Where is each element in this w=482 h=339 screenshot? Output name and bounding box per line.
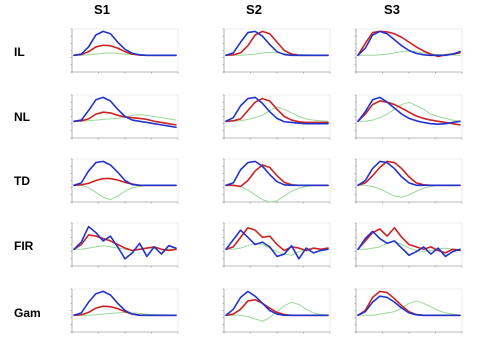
series-line-blue: [225, 160, 329, 187]
series-line-blue: [357, 96, 461, 125]
series-line-blue: [357, 160, 461, 187]
column-header-s3: S3: [384, 2, 400, 17]
panel-fir-s3: [354, 222, 463, 268]
series-line-green: [357, 184, 461, 198]
series-line-green: [357, 101, 461, 122]
row-header-td: TD: [14, 174, 30, 188]
series-line-red: [357, 226, 461, 254]
series-line-blue: [225, 229, 329, 260]
panel-il-s2: [222, 28, 331, 74]
series-line-green: [225, 106, 329, 122]
panels: [70, 28, 463, 334]
row-header-nl: NL: [14, 110, 30, 124]
series-line-blue: [73, 160, 177, 187]
panel-nl-s2: [222, 94, 331, 140]
series-line-blue: [73, 290, 177, 317]
panel-nl-s1: [70, 94, 179, 140]
panel-frame: [355, 158, 463, 203]
series-line-red: [357, 160, 461, 187]
column-header-s1: S1: [94, 2, 110, 17]
panel-il-s1: [70, 28, 179, 74]
row-headers: IL NL TD FIR Gam: [14, 45, 41, 320]
panel-fir-s2: [222, 222, 331, 268]
row-header-gam: Gam: [14, 306, 41, 320]
series-line-blue: [225, 96, 329, 125]
series-line-red: [225, 97, 329, 124]
series-line-red: [225, 226, 329, 252]
panel-td-s3: [354, 158, 463, 204]
panel-gam-s3: [354, 288, 463, 334]
series-line-red: [73, 111, 177, 126]
column-header-s2: S2: [246, 2, 262, 17]
series-line-blue: [73, 96, 177, 129]
series-line-red: [357, 100, 461, 126]
panel-td-s1: [70, 158, 179, 204]
series-line-blue: [225, 290, 329, 317]
series-line-blue: [225, 30, 329, 57]
series-line-green: [225, 184, 329, 203]
panel-fir-s1: [70, 222, 179, 268]
panel-frame: [223, 158, 331, 203]
series-line-green: [73, 184, 177, 201]
panel-frame: [355, 288, 463, 333]
series-line-blue: [73, 225, 177, 260]
row-header-fir: FIR: [14, 239, 34, 253]
panel-td-s2: [222, 158, 331, 204]
panel-il-s3: [354, 28, 463, 74]
series-line-blue: [357, 230, 461, 258]
panel-frame: [223, 28, 331, 73]
series-line-green: [357, 300, 461, 316]
panel-gam-s2: [222, 288, 331, 334]
series-line-red: [73, 234, 177, 252]
column-headers: S1 S2 S3: [94, 2, 400, 17]
panel-frame: [223, 94, 331, 139]
series-line-blue: [357, 295, 461, 317]
panel-frame: [71, 28, 179, 73]
row-header-il: IL: [14, 45, 25, 59]
series-line-blue: [73, 30, 177, 57]
series-line-green: [357, 240, 461, 253]
panel-nl-s3: [354, 94, 463, 140]
series-line-blue: [357, 30, 461, 57]
panel-gam-s1: [70, 288, 179, 334]
